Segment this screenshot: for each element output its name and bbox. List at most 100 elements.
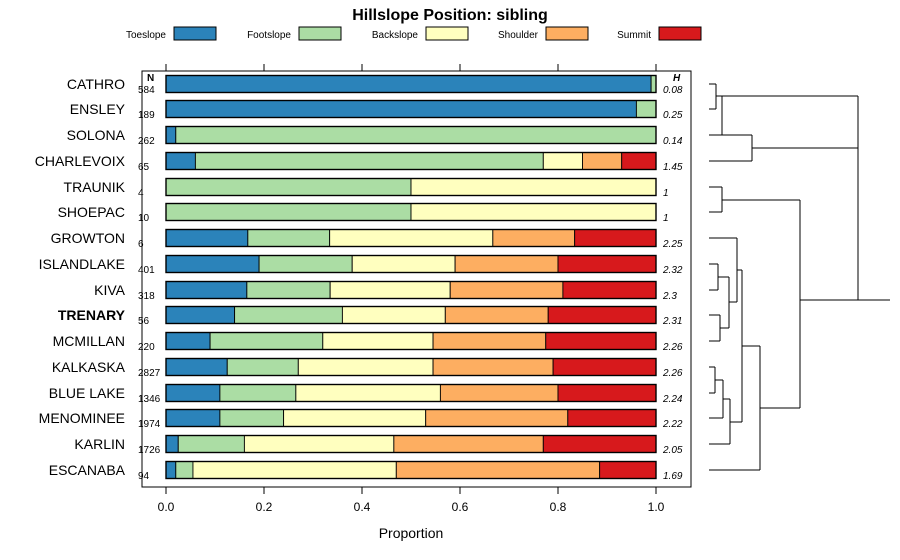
bar-escanaba-footslope bbox=[175, 461, 194, 479]
bar-kiva-shoulder bbox=[449, 281, 564, 299]
row-labels: CATHRO 584 0.08 ENSLEY 189 0.25 SOLONA 262 0.14 C… bbox=[35, 76, 683, 482]
row-n-count: 56 bbox=[138, 316, 150, 327]
bar-outline bbox=[165, 383, 657, 403]
plot-panel bbox=[141, 70, 692, 488]
bar-outline bbox=[165, 99, 657, 119]
x-tick-label: 0.8 bbox=[550, 500, 567, 514]
legend-swatch-backslope bbox=[425, 26, 469, 41]
bar-menominee-footslope bbox=[219, 409, 285, 427]
row-n-count: 220 bbox=[138, 342, 155, 353]
row-h-value: 1 bbox=[663, 188, 669, 199]
x-tick-label: 1.0 bbox=[648, 500, 665, 514]
x-tick-label: 0.4 bbox=[354, 500, 371, 514]
bar-outline bbox=[165, 357, 657, 377]
bar-mcmillan-toeslope bbox=[165, 332, 211, 350]
bar-menominee-toeslope bbox=[165, 409, 221, 427]
bar-islandlake-toeslope bbox=[165, 255, 260, 273]
row-label: CHARLEVOIX bbox=[35, 153, 126, 169]
row-h-value: 2.32 bbox=[662, 265, 683, 276]
bar-outline bbox=[165, 74, 657, 94]
row-h-value: 2.26 bbox=[662, 368, 683, 379]
legend-label-toeslope: Toeslope bbox=[126, 30, 166, 41]
row-h-value: 2.05 bbox=[662, 445, 683, 456]
bar-menominee-summit bbox=[567, 409, 657, 427]
bar-outline bbox=[165, 434, 657, 454]
row-label: KIVA bbox=[94, 282, 126, 298]
bar-outline bbox=[165, 177, 657, 197]
bar-outline bbox=[165, 331, 657, 351]
bar-escanaba-backslope bbox=[192, 461, 397, 479]
legend-label-summit: Summit bbox=[617, 30, 651, 41]
bar-charlevoix-backslope bbox=[542, 152, 583, 170]
row-n-count: 4 bbox=[138, 188, 144, 199]
bar-blue-lake-shoulder bbox=[439, 384, 559, 402]
row-label: SHOEPAC bbox=[58, 204, 125, 220]
bar-karlin-shoulder bbox=[393, 435, 544, 453]
bar-growton-footslope bbox=[247, 229, 331, 247]
bar-mcmillan-shoulder bbox=[432, 332, 547, 350]
bar-trenary-toeslope bbox=[165, 306, 236, 324]
bar-kiva-backslope bbox=[329, 281, 451, 299]
bar-mcmillan-summit bbox=[545, 332, 657, 350]
bar-solona-toeslope bbox=[165, 126, 177, 144]
bar-karlin-toeslope bbox=[165, 435, 179, 453]
bar-kiva-toeslope bbox=[165, 281, 248, 299]
legend-swatch-toeslope bbox=[173, 26, 217, 41]
bar-karlin-footslope bbox=[177, 435, 245, 453]
bar-shoepac-footslope bbox=[165, 203, 412, 221]
row-label: BLUE LAKE bbox=[49, 385, 125, 401]
row-label: MCMILLAN bbox=[53, 333, 125, 349]
bar-cathro-toeslope bbox=[165, 75, 652, 93]
bar-traunik-footslope bbox=[165, 178, 412, 196]
bar-trenary-shoulder bbox=[444, 306, 549, 324]
x-tick-label: 0.2 bbox=[256, 500, 273, 514]
bar-ensley-footslope bbox=[635, 100, 657, 118]
bar-islandlake-summit bbox=[557, 255, 657, 273]
bars-group bbox=[165, 74, 657, 480]
row-n-count: 401 bbox=[138, 265, 155, 276]
bar-ensley-toeslope bbox=[165, 100, 637, 118]
bar-charlevoix-summit bbox=[621, 152, 657, 170]
row-h-value: 2.31 bbox=[662, 316, 682, 327]
x-tick-label: 0.6 bbox=[452, 500, 469, 514]
legend-label-backslope: Backslope bbox=[372, 30, 419, 41]
row-n-count: 189 bbox=[138, 110, 155, 121]
row-h-value: 1.69 bbox=[663, 471, 683, 482]
row-h-value: 0.08 bbox=[663, 85, 683, 96]
x-axis: 0.0 0.2 0.4 0.6 0.8 1.0 bbox=[158, 64, 665, 514]
bar-outline bbox=[165, 254, 657, 274]
bar-escanaba-toeslope bbox=[165, 461, 177, 479]
row-n-count: 65 bbox=[138, 162, 150, 173]
chart-title: Hillslope Position: sibling bbox=[352, 7, 548, 24]
row-n-count: 6 bbox=[138, 239, 144, 250]
row-h-value: 0.14 bbox=[663, 136, 683, 147]
bar-blue-lake-toeslope bbox=[165, 384, 221, 402]
row-h-value: 0.25 bbox=[663, 110, 683, 121]
bar-kiva-footslope bbox=[246, 281, 331, 299]
bar-charlevoix-footslope bbox=[194, 152, 544, 170]
bar-kalkaska-shoulder bbox=[432, 358, 554, 376]
bar-trenary-footslope bbox=[234, 306, 343, 324]
bar-islandlake-shoulder bbox=[454, 255, 559, 273]
row-label: ENSLEY bbox=[70, 101, 126, 117]
row-h-value: 2.25 bbox=[662, 239, 683, 250]
x-axis-label: Proportion bbox=[379, 525, 444, 541]
bar-escanaba-summit bbox=[599, 461, 657, 479]
bar-cathro-footslope bbox=[650, 75, 657, 93]
bar-outline bbox=[165, 202, 657, 222]
row-n-count: 584 bbox=[138, 85, 155, 96]
bar-outline bbox=[165, 280, 657, 300]
bar-shoepac-backslope bbox=[410, 203, 657, 221]
row-n-count: 1974 bbox=[138, 419, 161, 430]
row-h-value: 1 bbox=[663, 213, 669, 224]
row-n-count: 1346 bbox=[138, 394, 161, 405]
bar-growton-toeslope bbox=[165, 229, 249, 247]
legend: Toeslope Footslope Backslope Shoulder Summit bbox=[126, 26, 702, 41]
bar-karlin-backslope bbox=[243, 435, 395, 453]
bar-menominee-backslope bbox=[283, 409, 427, 427]
legend-swatch-footslope bbox=[298, 26, 342, 41]
bar-kiva-summit bbox=[562, 281, 657, 299]
bar-growton-shoulder bbox=[492, 229, 576, 247]
bar-karlin-summit bbox=[542, 435, 657, 453]
row-h-value: 2.24 bbox=[662, 394, 683, 405]
